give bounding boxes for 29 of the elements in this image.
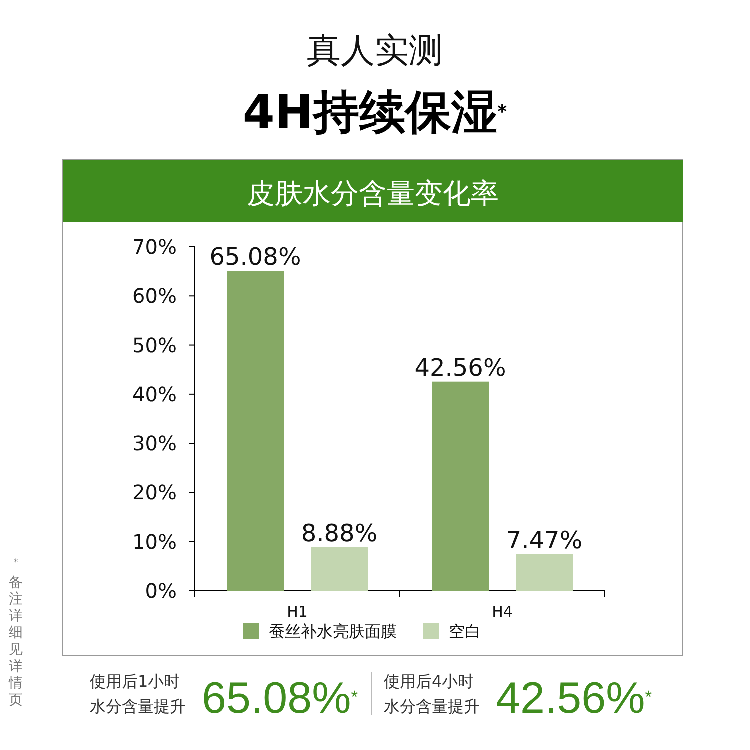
text: 真人实测 [307, 31, 443, 71]
chart-title: 皮肤水分含量变化率 [247, 177, 499, 210]
y-tick-label: 10% [132, 530, 177, 554]
y-tick-label: 30% [132, 432, 177, 456]
bar [227, 271, 284, 591]
text: 水分含量提升 [384, 697, 480, 716]
y-tick-label: 20% [132, 480, 177, 505]
legend-label: 蚕丝补水亮肤面膜 [269, 622, 397, 641]
x-tick-label: H4 [492, 603, 513, 621]
bar [516, 554, 573, 591]
text: 4H持续保湿$^{*}$ [242, 85, 508, 139]
bar [432, 382, 489, 591]
text: 水分含量提升 [90, 697, 186, 716]
data-label: 7.47% [506, 526, 583, 554]
bar [311, 547, 368, 591]
x-tick-label: H1 [287, 603, 308, 621]
data-label: 65.08% [210, 243, 302, 272]
text: 使用后1小时 [90, 672, 180, 691]
text: 42.56%$^{*}$ [496, 674, 652, 723]
y-tick-label: 60% [132, 284, 177, 308]
y-tick-label: 0% [145, 579, 177, 603]
y-tick-label: 40% [132, 382, 177, 406]
y-tick-label: 50% [132, 333, 177, 358]
legend-label: 空白 [449, 622, 481, 641]
text: 65.08%$^{*}$ [202, 674, 358, 723]
data-label: 8.88% [301, 519, 378, 548]
y-tick-label: 70% [132, 235, 177, 259]
data-label: 42.56% [414, 354, 506, 382]
text: 使用后4小时 [384, 672, 474, 691]
